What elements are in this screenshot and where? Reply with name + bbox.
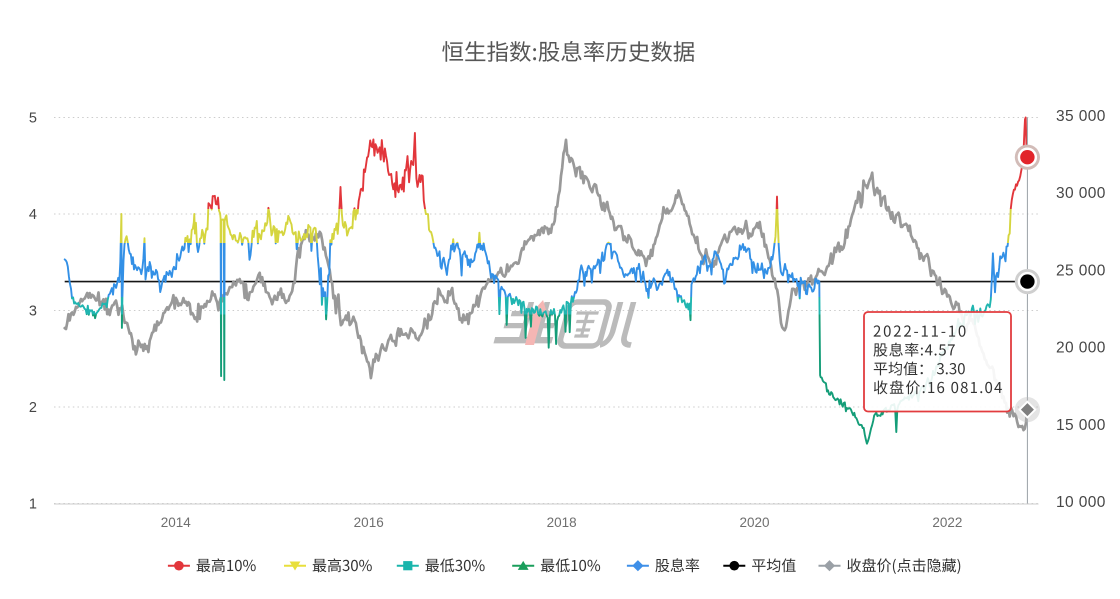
svg-text:2014: 2014: [161, 515, 192, 530]
svg-text:2018: 2018: [547, 515, 577, 530]
svg-text:25 000: 25 000: [1056, 262, 1106, 279]
svg-text:4: 4: [29, 207, 37, 223]
svg-text:2: 2: [29, 400, 37, 416]
svg-text:35 000: 35 000: [1056, 108, 1106, 125]
svg-text:15 000: 15 000: [1056, 417, 1106, 434]
svg-text:10 000: 10 000: [1056, 494, 1106, 511]
svg-text:3: 3: [29, 304, 37, 320]
svg-text:2016: 2016: [354, 515, 384, 530]
svg-text:1: 1: [29, 497, 37, 513]
svg-text:20 000: 20 000: [1056, 340, 1106, 357]
svg-text:5: 5: [29, 111, 37, 127]
svg-text:2022: 2022: [932, 515, 962, 530]
svg-text:2020: 2020: [739, 515, 769, 530]
svg-text:30 000: 30 000: [1056, 185, 1106, 202]
